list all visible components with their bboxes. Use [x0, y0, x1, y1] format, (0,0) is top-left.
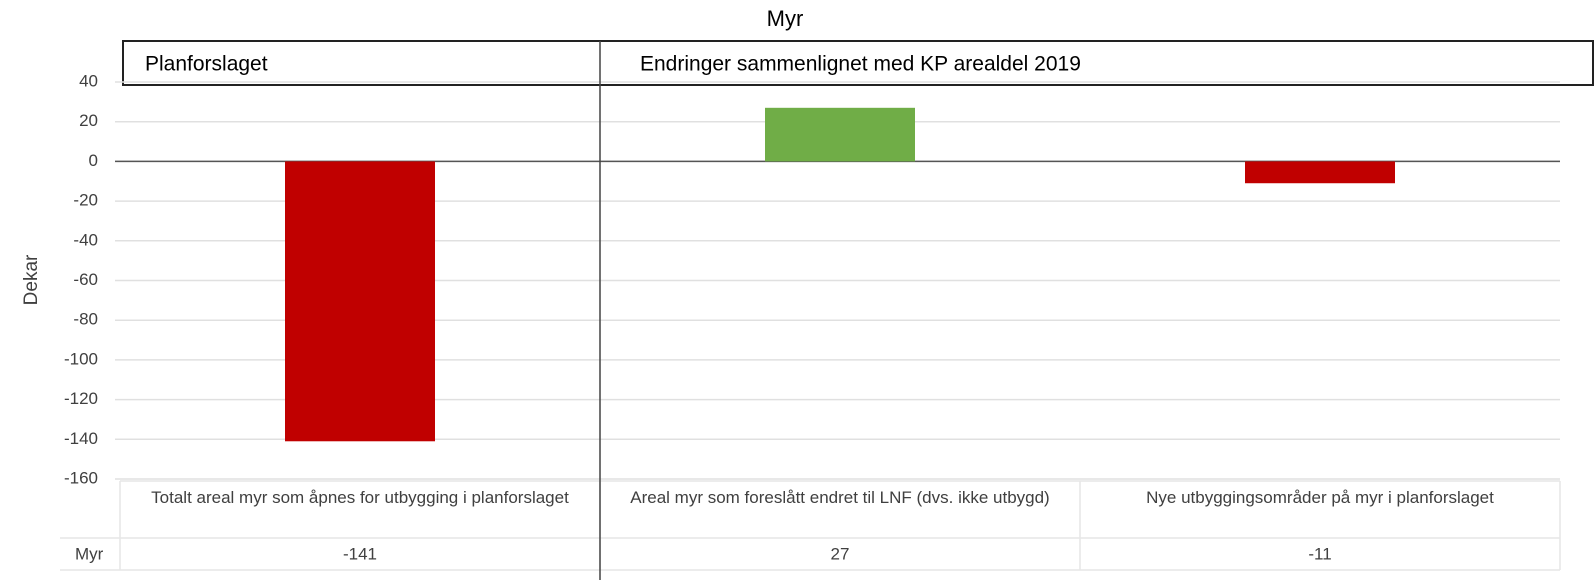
series-label: Myr — [75, 544, 104, 563]
section-label: Endringer sammenlignet med KP arealdel 2… — [640, 53, 1081, 76]
y-tick-label: -80 — [73, 310, 98, 329]
y-tick-label: -40 — [73, 230, 98, 249]
bar — [765, 107, 915, 162]
y-tick-label: -60 — [73, 270, 98, 289]
y-tick-label: 40 — [79, 71, 98, 90]
chart-title: Myr — [767, 6, 804, 31]
y-tick-label: -120 — [64, 389, 98, 408]
y-tick-label: -20 — [73, 191, 98, 210]
y-tick-label: 20 — [79, 111, 98, 130]
y-axis-label: Dekar — [21, 254, 42, 305]
table-value: -11 — [1308, 544, 1331, 563]
x-tick-label: Areal myr som foreslått endret til LNF (… — [630, 488, 1050, 507]
y-tick-label: 0 — [89, 151, 98, 170]
section-label: Planforslaget — [145, 53, 268, 76]
table-value: 27 — [831, 544, 850, 563]
y-tick-label: -140 — [64, 429, 98, 448]
y-tick-label: -100 — [64, 349, 98, 368]
y-tick-label: -160 — [64, 468, 98, 487]
bar — [285, 161, 435, 442]
table-value: -141 — [343, 544, 377, 563]
x-tick-label: Totalt areal myr som åpnes for utbygging… — [151, 488, 569, 507]
header-box — [122, 40, 1594, 86]
x-tick-label: Nye utbyggingsområder på myr i planforsl… — [1146, 488, 1494, 507]
bar — [1245, 161, 1395, 184]
